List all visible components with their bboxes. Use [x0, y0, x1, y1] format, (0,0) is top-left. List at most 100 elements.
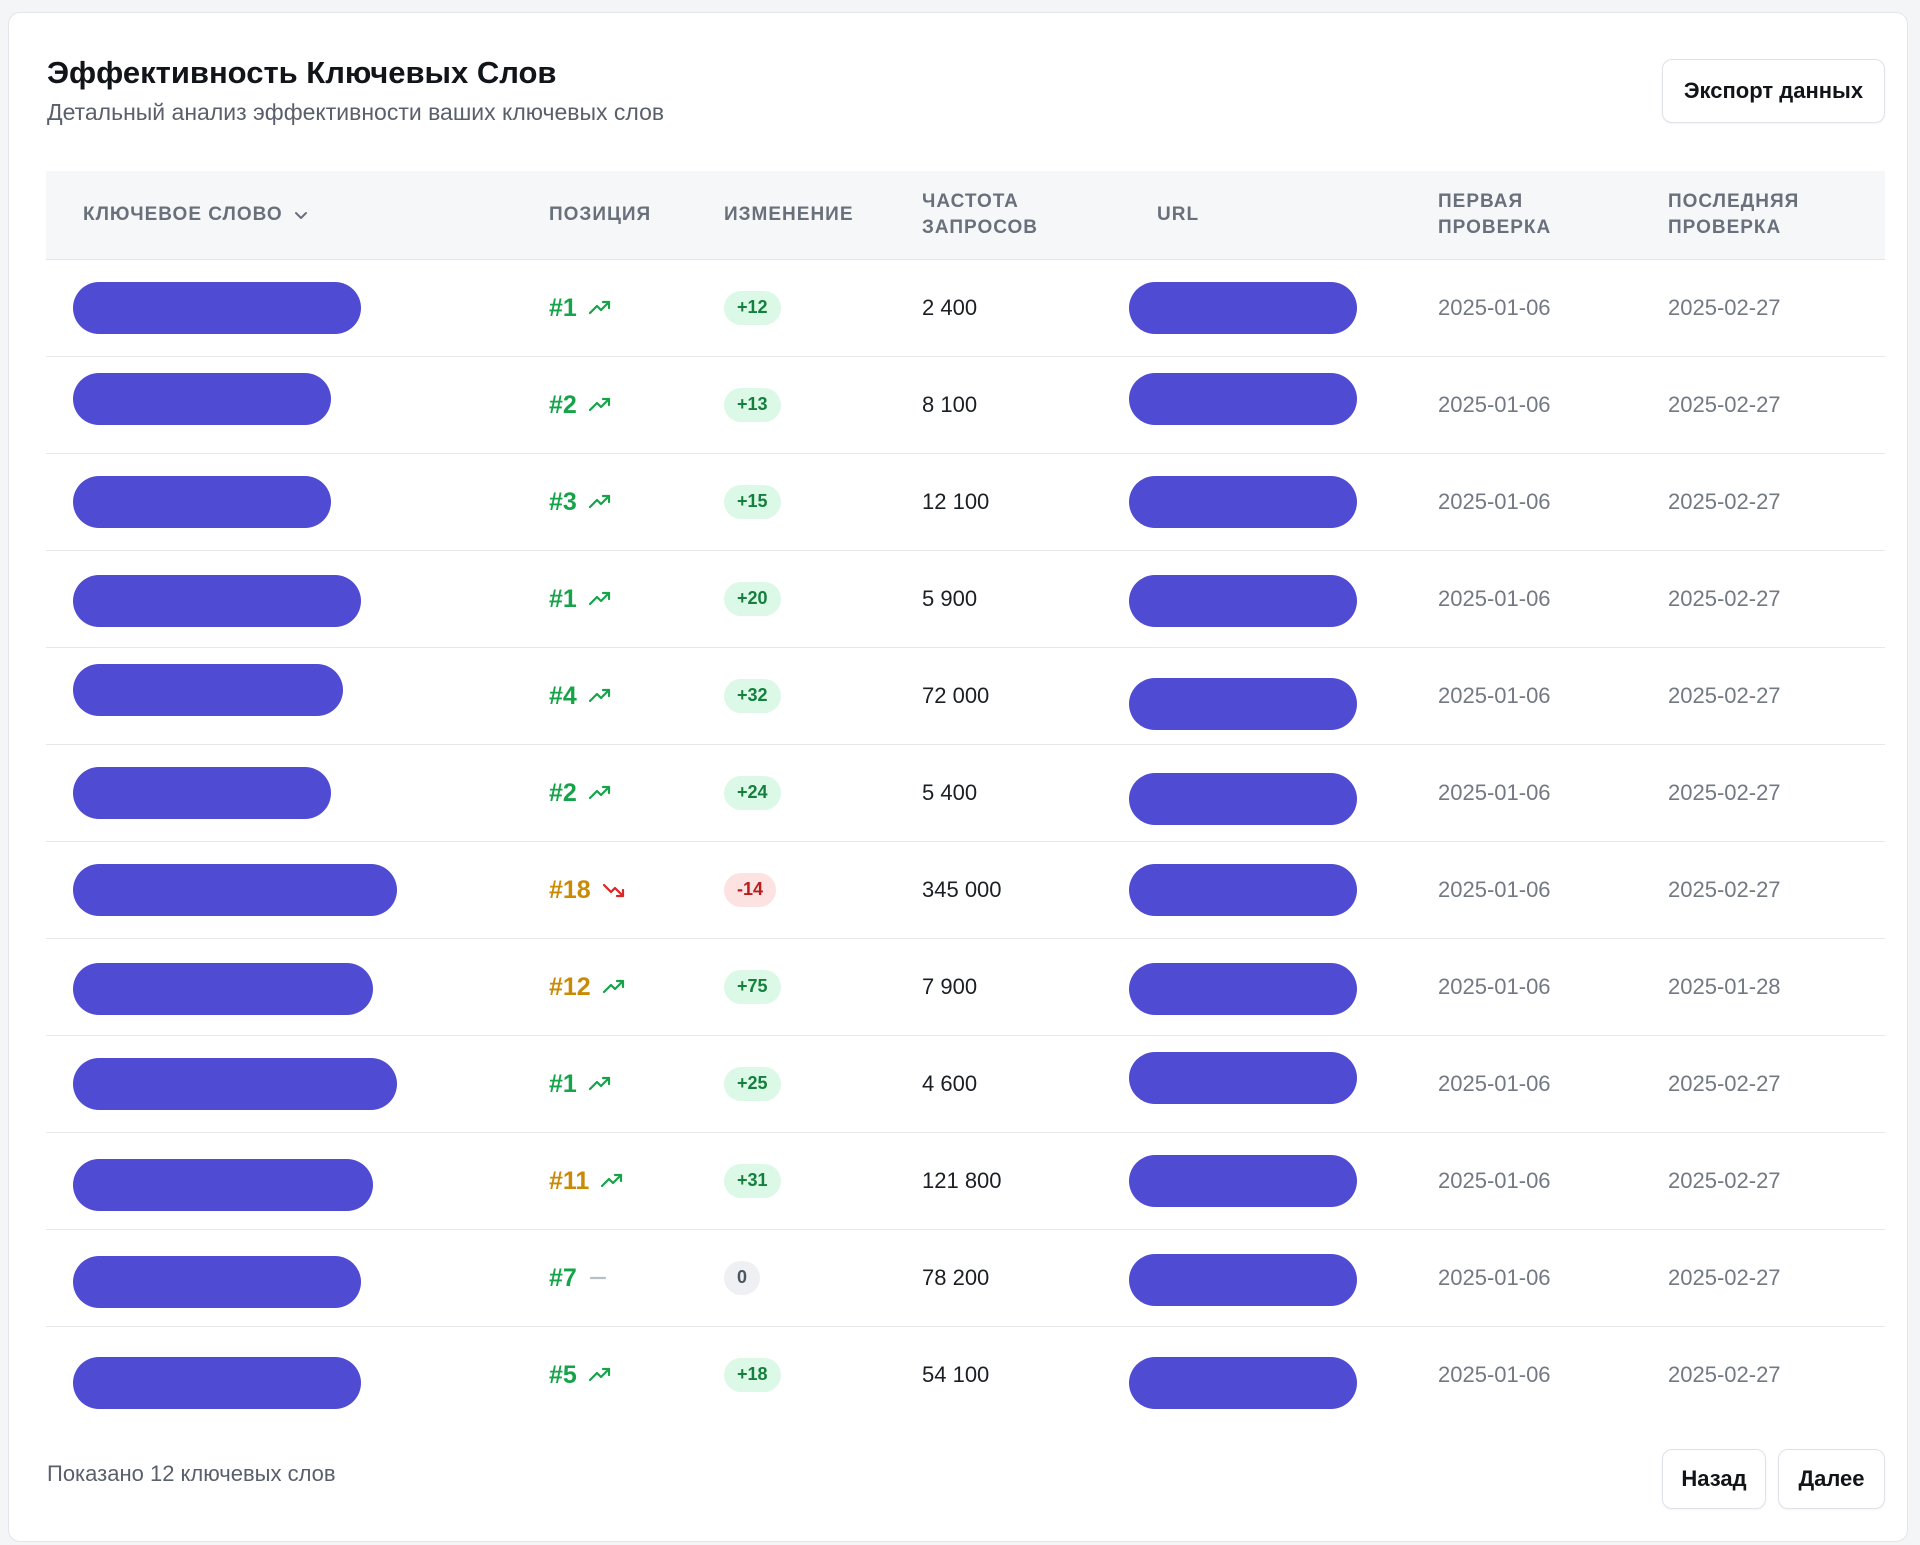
- change-cell: +24: [724, 745, 781, 841]
- next-button[interactable]: Далее: [1778, 1449, 1885, 1509]
- table-row[interactable]: #1 +20 5 900 2025-01-06 2025-02-27: [46, 551, 1885, 648]
- table-row[interactable]: #2 +13 8 100 2025-01-06 2025-02-27: [46, 357, 1885, 454]
- change-badge: 0: [724, 1261, 761, 1295]
- change-cell: +12: [724, 260, 781, 356]
- first-check-date: 2025-01-06: [1438, 1168, 1551, 1193]
- last-check-date: 2025-02-27: [1668, 295, 1781, 320]
- change-badge: +31: [724, 1164, 781, 1198]
- table-row[interactable]: #18 -14 345 000 2025-01-06 2025-02-27: [46, 842, 1885, 939]
- page-subtitle: Детальный анализ эффективности ваших клю…: [47, 99, 665, 126]
- first-check-date: 2025-01-06: [1438, 877, 1551, 902]
- keyword-redacted: [73, 963, 373, 1015]
- url-redacted: [1129, 773, 1357, 825]
- export-button[interactable]: Экспорт данных: [1662, 59, 1885, 123]
- position-cell: #11: [549, 1133, 623, 1229]
- first-check-date: 2025-01-06: [1438, 489, 1551, 514]
- column-header-change: ИЗМЕНЕНИЕ: [724, 204, 854, 226]
- chevron-down-icon: [293, 207, 309, 223]
- first-check-date: 2025-01-06: [1438, 1265, 1551, 1290]
- position-value: #2: [549, 778, 577, 807]
- frequency-value: 78 200: [922, 1265, 990, 1290]
- table-row[interactable]: #3 +15 12 100 2025-01-06 2025-02-27: [46, 454, 1885, 551]
- last-check-date: 2025-02-27: [1668, 392, 1781, 417]
- keyword-performance-card: Эффективность Ключевых Слов Детальный ан…: [8, 12, 1908, 1542]
- url-redacted: [1129, 1155, 1357, 1207]
- table-row[interactable]: #12 +75 7 900 2025-01-06 2025-01-28: [46, 939, 1885, 1036]
- trending-up-icon: [602, 979, 625, 995]
- url-redacted: [1129, 575, 1357, 627]
- table-row[interactable]: #2 +24 5 400 2025-01-06 2025-02-27: [46, 745, 1885, 842]
- position-cell: #1: [549, 551, 611, 647]
- table-row[interactable]: #11 +31 121 800 2025-01-06 2025-02-27: [46, 1133, 1885, 1230]
- frequency-value: 7 900: [922, 974, 978, 999]
- last-check-date: 2025-02-27: [1668, 586, 1781, 611]
- change-badge: +24: [724, 776, 781, 810]
- url-redacted: [1129, 1052, 1357, 1104]
- url-redacted: [1129, 282, 1357, 334]
- change-badge: +12: [724, 291, 781, 325]
- column-header-first-check: ПЕРВАЯ ПРОВЕРКА: [1438, 191, 1552, 238]
- frequency-value: 2 400: [922, 295, 978, 320]
- keyword-redacted: [73, 373, 331, 425]
- keyword-redacted: [73, 1256, 361, 1308]
- change-cell: +31: [724, 1133, 781, 1229]
- page-title: Эффективность Ключевых Слов: [47, 55, 557, 90]
- trending-up-icon: [588, 1076, 611, 1092]
- change-badge: +13: [724, 388, 781, 422]
- position-value: #11: [549, 1166, 590, 1195]
- position-cell: #3: [549, 454, 611, 550]
- table-row[interactable]: #5 +18 54 100 2025-01-06 2025-02-27: [46, 1327, 1885, 1423]
- position-value: #1: [549, 1069, 577, 1098]
- table-row[interactable]: #1 +25 4 600 2025-01-06 2025-02-27: [46, 1036, 1885, 1133]
- frequency-value: 54 100: [922, 1362, 990, 1387]
- position-cell: #18: [549, 842, 625, 938]
- table-row[interactable]: #1 +12 2 400 2025-01-06 2025-02-27: [46, 260, 1885, 357]
- last-check-date: 2025-01-28: [1668, 974, 1781, 999]
- position-cell: #7: [549, 1230, 607, 1326]
- last-check-date: 2025-02-27: [1668, 683, 1781, 708]
- column-header-keyword-label: КЛЮЧЕВОЕ СЛОВО: [83, 204, 283, 226]
- keywords-table: КЛЮЧЕВОЕ СЛОВО ПОЗИЦИЯ ИЗМЕНЕНИЕ ЧАСТОТА…: [46, 171, 1885, 1423]
- keyword-redacted: [73, 282, 361, 334]
- column-header-last-check: ПОСЛЕДНЯЯ ПРОВЕРКА: [1668, 191, 1800, 238]
- keyword-redacted: [73, 1159, 373, 1211]
- back-button[interactable]: Назад: [1662, 1449, 1766, 1509]
- table-row[interactable]: #4 +32 72 000 2025-01-06 2025-02-27: [46, 648, 1885, 745]
- change-cell: -14: [724, 842, 777, 938]
- last-check-date: 2025-02-27: [1668, 1168, 1781, 1193]
- position-cell: #12: [549, 939, 625, 1035]
- table-body: #1 +12 2 400 2025-01-06 2025-02-27 #2 +13 8 100…: [46, 260, 1885, 1423]
- trending-up-icon: [601, 1173, 623, 1189]
- position-value: #7: [549, 1263, 577, 1292]
- last-check-date: 2025-02-27: [1668, 1265, 1781, 1290]
- column-header-keyword[interactable]: КЛЮЧЕВОЕ СЛОВО: [83, 171, 309, 259]
- keyword-redacted: [73, 664, 343, 716]
- keyword-redacted: [73, 767, 331, 819]
- table-header: КЛЮЧЕВОЕ СЛОВО ПОЗИЦИЯ ИЗМЕНЕНИЕ ЧАСТОТА…: [46, 171, 1885, 260]
- position-cell: #2: [549, 357, 611, 453]
- trending-up-icon: [588, 494, 611, 510]
- change-badge: -14: [724, 873, 777, 907]
- results-summary: Показано 12 ключевых слов: [47, 1461, 336, 1486]
- trending-up-icon: [588, 688, 611, 704]
- table-row[interactable]: #7 0 78 200 2025-01-06 2025-02-27: [46, 1230, 1885, 1327]
- card-header: Эффективность Ключевых Слов Детальный ан…: [47, 53, 664, 126]
- url-redacted: [1129, 678, 1357, 730]
- last-check-date: 2025-02-27: [1668, 1071, 1781, 1096]
- first-check-date: 2025-01-06: [1438, 780, 1551, 805]
- frequency-value: 72 000: [922, 683, 990, 708]
- change-badge: +15: [724, 485, 781, 519]
- column-header-frequency: ЧАСТОТА ЗАПРОСОВ: [922, 191, 1038, 238]
- frequency-value: 4 600: [922, 1071, 978, 1096]
- position-value: #5: [549, 1360, 577, 1389]
- change-badge: +18: [724, 1358, 781, 1392]
- frequency-value: 8 100: [922, 392, 978, 417]
- keyword-redacted: [73, 864, 397, 916]
- first-check-date: 2025-01-06: [1438, 1071, 1551, 1096]
- change-cell: +13: [724, 357, 781, 453]
- trending-up-icon: [588, 785, 611, 801]
- trending-up-icon: [588, 300, 611, 316]
- first-check-date: 2025-01-06: [1438, 1362, 1551, 1387]
- trending-up-icon: [588, 397, 611, 413]
- position-value: #2: [549, 390, 577, 419]
